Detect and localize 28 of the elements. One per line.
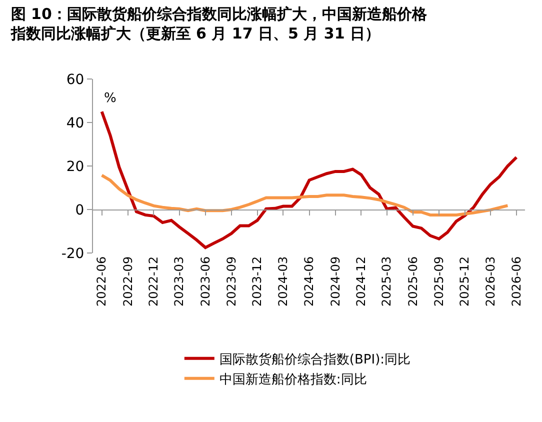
x-tick-label: 2023-09 bbox=[224, 256, 238, 307]
x-tick-label: 2023-12 bbox=[250, 256, 264, 307]
x-tick-label: 2026-03 bbox=[483, 256, 498, 307]
line-series bbox=[100, 110, 518, 250]
y-tick-label: 0 bbox=[75, 202, 84, 218]
legend-label: 国际散货船价综合指数(BPI):同比 bbox=[219, 352, 411, 368]
x-tick-label: 2024-03 bbox=[276, 256, 290, 307]
y-tick-label: 20 bbox=[66, 158, 84, 175]
chart-title: 图 10：国际散货船价综合指数同比涨幅扩大，中国新造船价格指数同比涨幅扩大（更新至 6 月 17 日、5 月 31 日） bbox=[10, 4, 428, 42]
x-tick-label: 2022-09 bbox=[120, 256, 135, 307]
x-tick-label: 2022-12 bbox=[146, 256, 161, 307]
y-tick-label: 60 bbox=[66, 72, 84, 88]
x-tick-label: 2024-12 bbox=[354, 256, 368, 307]
x-tick-label: 2025-09 bbox=[432, 256, 446, 307]
x-tick-label: 2024-06 bbox=[302, 256, 316, 307]
x-tick-label: 2025-12 bbox=[458, 256, 472, 307]
y-tick-label: 40 bbox=[66, 115, 84, 132]
annotation: % bbox=[104, 91, 116, 106]
x-tick-label: 2026-06 bbox=[509, 256, 524, 307]
x-tick-label: 2022-06 bbox=[94, 256, 109, 307]
y-tick-label: -20 bbox=[61, 246, 84, 262]
x-tick-label: 2024-09 bbox=[328, 256, 342, 307]
legend-label: 中国新造船价格指数:同比 bbox=[219, 372, 367, 388]
x-tick-label: 2025-06 bbox=[406, 256, 420, 307]
x-tick-label: 2023-06 bbox=[198, 256, 212, 307]
x-tick-label: 2025-03 bbox=[380, 256, 394, 307]
line-series bbox=[100, 174, 510, 216]
x-tick-label: 2023-03 bbox=[172, 256, 186, 307]
